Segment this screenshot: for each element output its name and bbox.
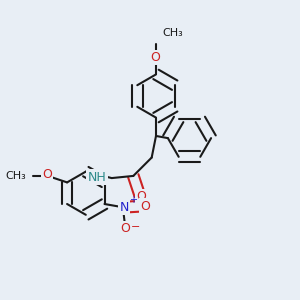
- Text: CH₃: CH₃: [6, 171, 26, 181]
- Text: O: O: [140, 200, 150, 213]
- Text: NH: NH: [88, 171, 106, 184]
- Text: N: N: [120, 201, 129, 214]
- Text: CH₃: CH₃: [162, 28, 183, 38]
- Text: O: O: [136, 190, 146, 203]
- Text: O: O: [151, 51, 160, 64]
- Text: +: +: [130, 195, 137, 205]
- Text: −: −: [130, 222, 140, 232]
- Text: O: O: [42, 168, 52, 181]
- Text: O: O: [120, 222, 130, 235]
